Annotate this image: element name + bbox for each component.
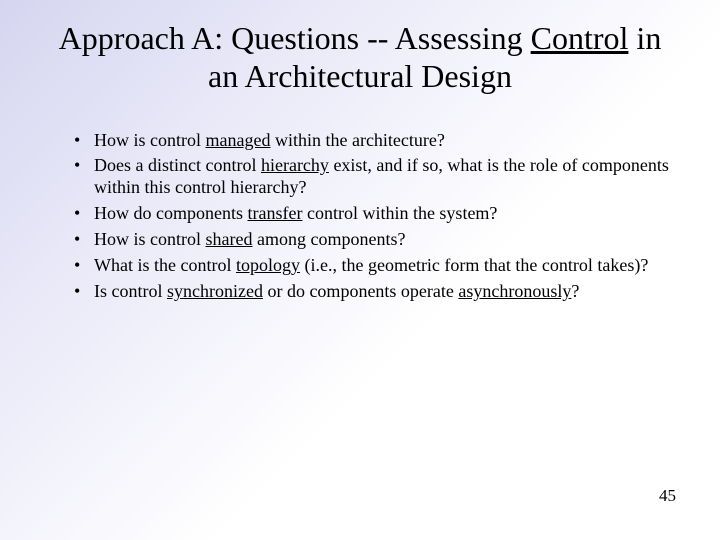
list-item: What is the control topology (i.e., the …	[74, 255, 670, 277]
text-segment: Is control	[94, 281, 167, 301]
text-segment: (i.e., the geometric form that the contr…	[300, 255, 648, 275]
underlined-text: shared	[206, 229, 253, 249]
underlined-text: transfer	[247, 203, 302, 223]
text-segment: How is control	[94, 229, 206, 249]
text-segment: Does a distinct control	[94, 155, 261, 175]
list-item: Is control synchronized or do components…	[74, 281, 670, 303]
list-item: How is control shared among components?	[74, 229, 670, 251]
list-item: How do components transfer control withi…	[74, 203, 670, 225]
underlined-text: hierarchy	[261, 155, 329, 175]
text-segment: What is the control	[94, 255, 236, 275]
list-item: Does a distinct control hierarchy exist,…	[74, 155, 670, 199]
underlined-text: topology	[236, 255, 300, 275]
text-segment: ?	[571, 281, 579, 301]
title-pre: Approach A: Questions -- Assessing	[59, 20, 531, 56]
text-segment: How do components	[94, 203, 247, 223]
underlined-text: synchronized	[167, 281, 263, 301]
slide-title: Approach A: Questions -- Assessing Contr…	[0, 0, 720, 96]
text-segment: control within the system?	[302, 203, 497, 223]
text-segment: within the architecture?	[270, 130, 444, 150]
list-item: How is control managed within the archit…	[74, 130, 670, 152]
title-underlined: Control	[531, 20, 629, 56]
text-segment: or do components operate	[263, 281, 458, 301]
text-segment: How is control	[94, 130, 206, 150]
page-number: 45	[659, 486, 676, 506]
underlined-text: asynchronously	[458, 281, 571, 301]
underlined-text: managed	[206, 130, 271, 150]
bullet-list: How is control managed within the archit…	[0, 130, 720, 304]
text-segment: among components?	[252, 229, 405, 249]
